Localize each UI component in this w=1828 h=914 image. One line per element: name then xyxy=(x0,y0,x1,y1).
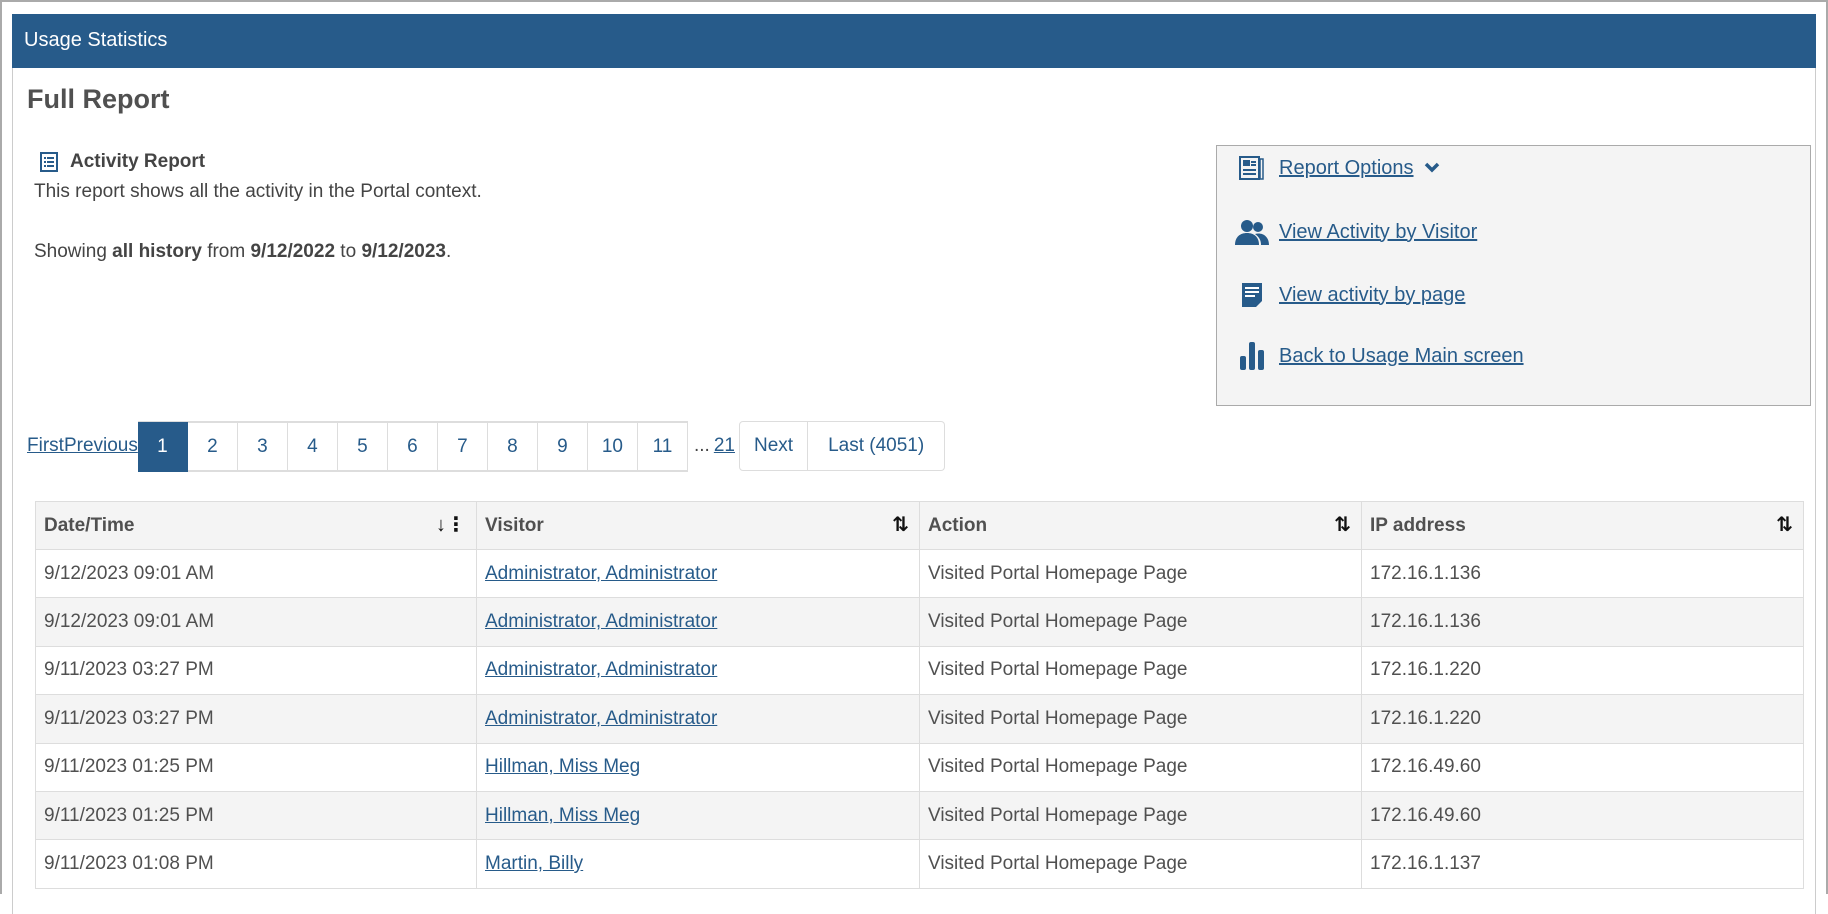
action-cell: Visited Portal Homepage Page xyxy=(919,548,1362,599)
datetime-cell: 9/11/2023 01:25 PM xyxy=(35,742,477,792)
column-header-visitor[interactable]: Visitor ⇅ xyxy=(476,501,920,550)
newspaper-icon xyxy=(1239,156,1264,180)
page-title: Full Report xyxy=(27,84,170,114)
content-panel xyxy=(12,14,1816,914)
ip-cell: 172.16.1.137 xyxy=(1361,839,1804,889)
page-link-last-number[interactable]: 21 xyxy=(713,435,735,456)
visitor-cell[interactable]: Martin, Billy xyxy=(476,839,920,889)
visitor-link[interactable]: Hillman, Miss Meg xyxy=(485,804,641,826)
visitor-link[interactable]: Administrator, Administrator xyxy=(485,562,718,584)
action-cell: Visited Portal Homepage Page xyxy=(919,694,1362,744)
sort-icon[interactable]: ⇅ xyxy=(1334,514,1351,536)
visitor-cell[interactable]: Administrator, Administrator xyxy=(476,597,920,647)
panel-header: Usage Statistics xyxy=(12,14,1816,68)
page-link-3[interactable]: 3 xyxy=(237,422,288,472)
visitor-link[interactable]: Administrator, Administrator xyxy=(485,707,718,729)
view-by-visitor-link[interactable]: View Activity by Visitor xyxy=(1279,220,1478,243)
datetime-cell: 9/11/2023 03:27 PM xyxy=(35,694,477,744)
datetime-cell: 9/11/2023 01:08 PM xyxy=(35,839,477,889)
ip-cell: 172.16.49.60 xyxy=(1361,742,1804,792)
pagination-ellipsis: ... xyxy=(694,435,710,456)
table-row: 9/12/2023 09:01 AM Administrator, Adminis… xyxy=(35,597,1804,647)
visitor-link[interactable]: Hillman, Miss Meg xyxy=(485,756,641,778)
report-options-toggle[interactable]: Report Options xyxy=(1235,156,1440,180)
users-icon xyxy=(1235,220,1269,245)
bar-chart-icon xyxy=(1240,342,1264,370)
page-link-8[interactable]: 8 xyxy=(487,422,538,472)
window-frame xyxy=(0,0,1828,894)
action-cell: Visited Portal Homepage Page xyxy=(919,742,1362,792)
report-heading-text: Activity Report xyxy=(70,151,206,172)
visitor-cell[interactable]: Administrator, Administrator xyxy=(476,645,920,696)
sort-icon[interactable]: ⇅ xyxy=(1776,514,1793,536)
next-page-button[interactable]: Next xyxy=(738,421,809,471)
column-header-datetime[interactable]: Date/Time ↓⋮ xyxy=(35,501,477,550)
visitor-link[interactable]: Administrator, Administrator xyxy=(485,659,718,681)
table-row: 9/11/2023 03:27 PM Administrator, Adminis… xyxy=(35,694,1804,744)
visitor-cell[interactable]: Administrator, Administrator xyxy=(476,548,920,599)
ip-cell: 172.16.1.136 xyxy=(1361,597,1804,647)
datetime-cell: 9/11/2023 03:27 PM xyxy=(35,645,477,696)
last-page-button[interactable]: Last (4051) xyxy=(808,421,946,471)
table-row: 9/12/2023 09:01 AM Administrator, Adminis… xyxy=(35,548,1804,599)
visitor-cell[interactable]: Hillman, Miss Meg xyxy=(476,742,920,792)
report-description: This report shows all the activity in th… xyxy=(34,181,482,202)
datetime-cell: 9/12/2023 09:01 AM xyxy=(35,597,477,647)
panel-title: Usage Statistics xyxy=(24,29,168,51)
page-link-1[interactable]: 1 xyxy=(137,422,188,472)
table-row: 9/11/2023 01:08 PM Martin, Billy Visited P… xyxy=(35,839,1804,889)
view-by-visitor[interactable]: View Activity by Visitor xyxy=(1235,219,1477,245)
datetime-cell: 9/12/2023 09:01 AM xyxy=(35,548,477,599)
list-icon xyxy=(40,152,58,172)
first-page-link[interactable]: First xyxy=(27,435,64,456)
document-icon xyxy=(1242,283,1262,307)
sort-icon[interactable]: ⇅ xyxy=(892,514,909,536)
ip-cell: 172.16.1.136 xyxy=(1361,548,1804,599)
column-header-action[interactable]: Action ⇅ xyxy=(919,501,1362,550)
back-to-main-link[interactable]: Back to Usage Main screen xyxy=(1279,344,1524,367)
view-by-page[interactable]: View activity by page xyxy=(1235,283,1465,307)
page-link-10[interactable]: 10 xyxy=(587,422,638,472)
ip-cell: 172.16.1.220 xyxy=(1361,645,1804,696)
report-heading: Activity Report xyxy=(40,147,482,177)
ip-cell: 172.16.1.220 xyxy=(1361,694,1804,744)
view-by-page-link[interactable]: View activity by page xyxy=(1279,283,1466,306)
previous-page-link[interactable]: Previous xyxy=(63,435,138,456)
visitor-link[interactable]: Administrator, Administrator xyxy=(485,611,718,633)
page-link-6[interactable]: 6 xyxy=(387,422,438,472)
ip-cell: 172.16.49.60 xyxy=(1361,790,1804,841)
action-cell: Visited Portal Homepage Page xyxy=(919,790,1362,841)
visitor-cell[interactable]: Hillman, Miss Meg xyxy=(476,790,920,841)
table-row: 9/11/2023 03:27 PM Administrator, Adminis… xyxy=(35,645,1804,696)
action-cell: Visited Portal Homepage Page xyxy=(919,645,1362,696)
back-to-main[interactable]: Back to Usage Main screen xyxy=(1235,342,1524,370)
table-row: 9/11/2023 01:25 PM Hillman, Miss Meg Visit… xyxy=(35,790,1804,841)
report-info: Activity Report This report shows all th… xyxy=(34,147,482,267)
page-link-9[interactable]: 9 xyxy=(537,422,588,472)
pagination: First Previous 1 2 3 4 5 6 7 8 9 10 11 ... 21 Next… xyxy=(27,421,946,472)
date-range: Showing all history from 9/12/2022 to 9/… xyxy=(34,241,452,262)
visitor-cell[interactable]: Administrator, Administrator xyxy=(476,694,920,744)
table-row: 9/11/2023 01:25 PM Hillman, Miss Meg Visit… xyxy=(35,742,1804,792)
datetime-cell: 9/11/2023 01:25 PM xyxy=(35,790,477,841)
column-header-ip[interactable]: IP address ⇅ xyxy=(1361,501,1804,550)
action-cell: Visited Portal Homepage Page xyxy=(919,839,1362,889)
page-link-11[interactable]: 11 xyxy=(638,422,688,472)
activity-table: Date/Time ↓⋮ Visitor ⇅ Action ⇅ IP address ⇅… xyxy=(35,501,1804,889)
report-options-link[interactable]: Report Options xyxy=(1279,156,1414,179)
report-options-panel: Report Options View Activity by Visitor … xyxy=(1216,145,1811,406)
visitor-link[interactable]: Martin, Billy xyxy=(485,853,584,875)
page-link-5[interactable]: 5 xyxy=(337,422,388,472)
chevron-down-icon[interactable] xyxy=(1424,162,1440,174)
sort-desc-icon[interactable]: ↓⋮ xyxy=(436,514,466,536)
page-link-7[interactable]: 7 xyxy=(437,422,488,472)
action-cell: Visited Portal Homepage Page xyxy=(919,597,1362,647)
page-link-4[interactable]: 4 xyxy=(287,422,338,472)
page-link-2[interactable]: 2 xyxy=(187,422,238,472)
